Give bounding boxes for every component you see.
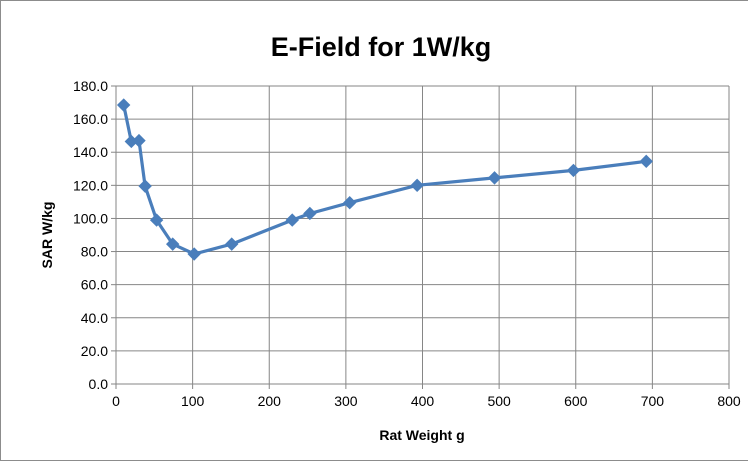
x-tick-label: 800 bbox=[717, 393, 741, 409]
data-point-marker bbox=[487, 171, 502, 185]
data-series bbox=[116, 98, 653, 261]
data-point-marker bbox=[138, 179, 152, 193]
y-tick-label: 100.0 bbox=[73, 210, 108, 226]
data-point-marker bbox=[224, 237, 239, 251]
data-point-marker bbox=[566, 163, 581, 178]
x-tick-label: 600 bbox=[564, 393, 588, 409]
x-tick-labels: 0 100 200 300 400 500 600 700 800 bbox=[112, 393, 741, 409]
data-point-marker bbox=[285, 213, 299, 227]
data-point-marker bbox=[165, 237, 180, 251]
y-tick-label: 0.0 bbox=[89, 376, 109, 392]
data-point-marker bbox=[149, 213, 164, 227]
y-tick-label: 160.0 bbox=[73, 111, 108, 127]
data-point-marker bbox=[342, 196, 357, 210]
x-tick-label: 0 bbox=[112, 393, 120, 409]
x-tick-label: 100 bbox=[181, 393, 205, 409]
x-tick-label: 400 bbox=[411, 393, 435, 409]
y-tick-label: 120.0 bbox=[73, 177, 108, 193]
data-point-marker bbox=[116, 98, 131, 112]
x-tick-label: 200 bbox=[258, 393, 282, 409]
y-axis-title: SAR W/kg bbox=[39, 202, 55, 269]
data-point-marker bbox=[132, 133, 146, 148]
axes bbox=[111, 85, 730, 389]
y-tick-labels: 0.0 20.0 40.0 60.0 80.0 100.0 120.0 140.0 160.0 1… bbox=[73, 78, 108, 392]
x-tick-label: 300 bbox=[334, 393, 358, 409]
data-point-marker bbox=[410, 178, 424, 193]
chart-title: E-Field for 1W/kg bbox=[271, 32, 492, 62]
data-point-marker bbox=[187, 247, 201, 261]
y-tick-label: 40.0 bbox=[81, 310, 108, 326]
x-axis-title: Rat Weight g bbox=[379, 427, 464, 443]
x-tick-label: 700 bbox=[641, 393, 665, 409]
x-tick-label: 500 bbox=[487, 393, 511, 409]
y-tick-label: 80.0 bbox=[81, 244, 108, 260]
data-point-marker bbox=[303, 206, 317, 221]
y-tick-label: 180.0 bbox=[73, 78, 108, 94]
grid-lines bbox=[116, 85, 730, 384]
series-line bbox=[122, 103, 648, 256]
data-point-marker bbox=[639, 154, 653, 169]
y-tick-label: 20.0 bbox=[81, 343, 108, 359]
y-tick-label: 140.0 bbox=[73, 144, 108, 160]
y-tick-label: 60.0 bbox=[81, 277, 108, 293]
